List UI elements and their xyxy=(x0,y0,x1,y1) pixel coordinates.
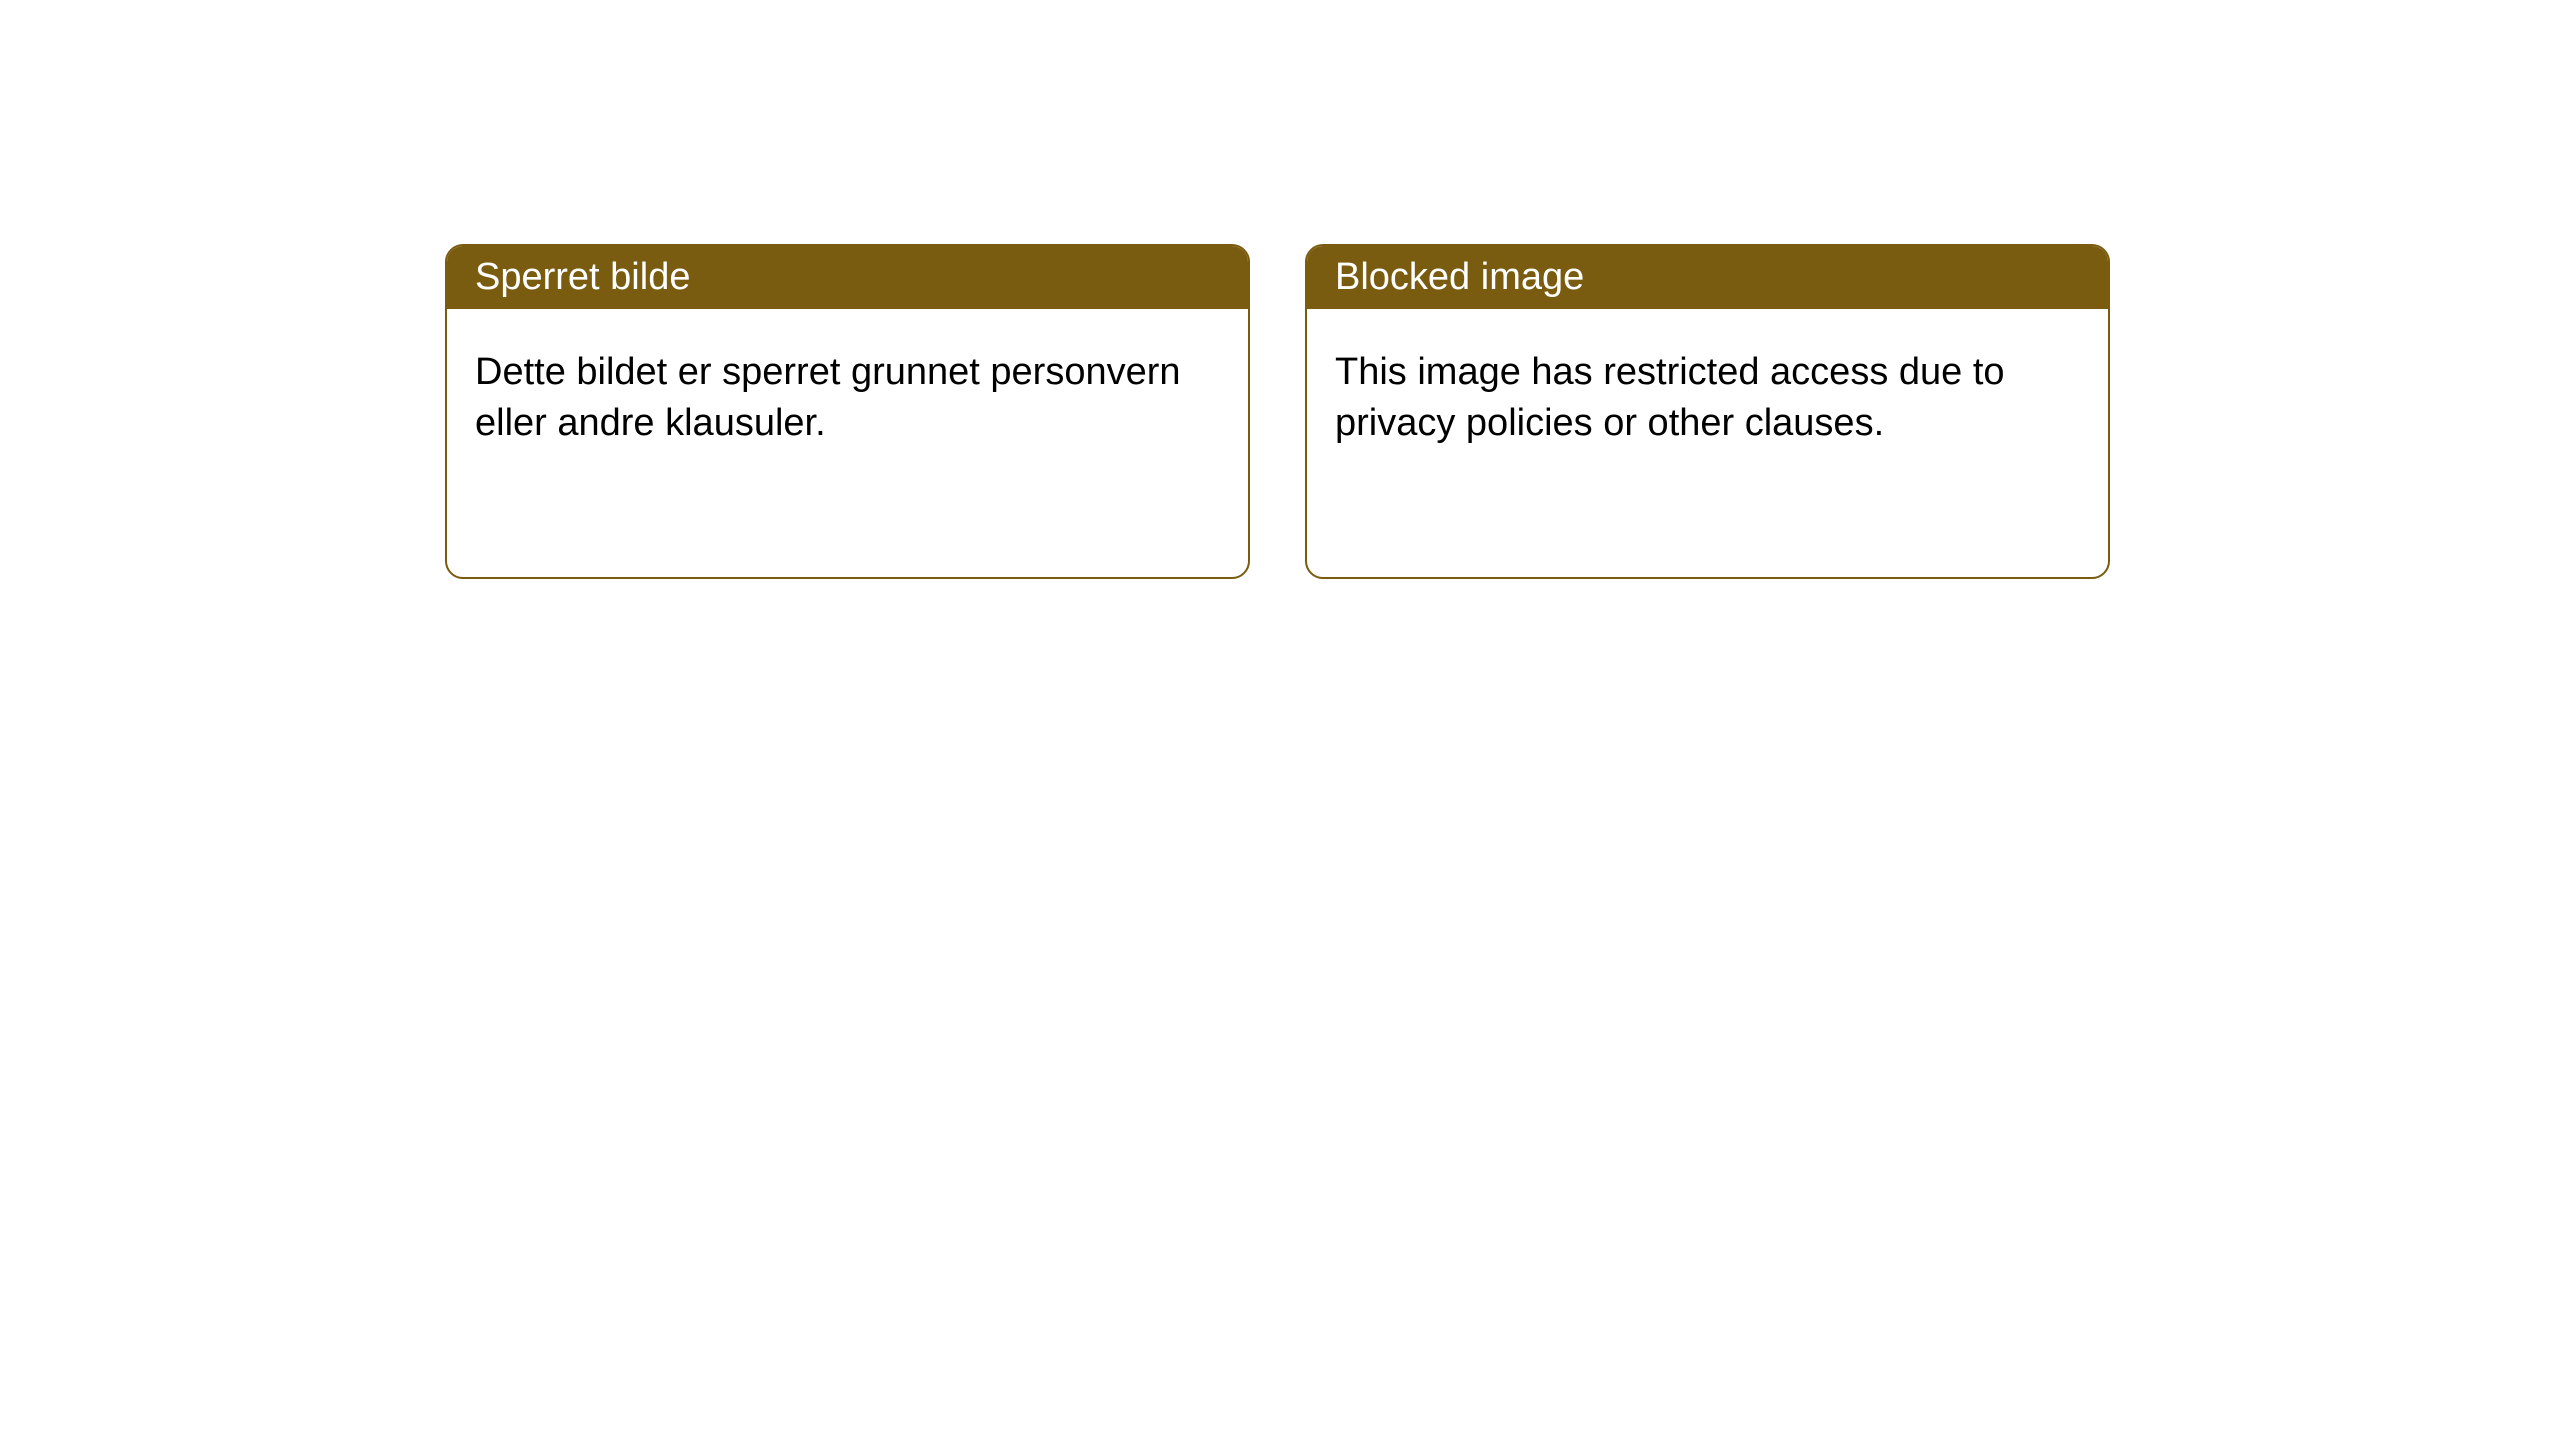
notice-container: Sperret bilde Dette bildet er sperret gr… xyxy=(0,0,2560,579)
notice-box-norwegian: Sperret bilde Dette bildet er sperret gr… xyxy=(445,244,1250,579)
notice-body-english: This image has restricted access due to … xyxy=(1307,309,2108,488)
notice-body-norwegian: Dette bildet er sperret grunnet personve… xyxy=(447,309,1248,488)
notice-box-english: Blocked image This image has restricted … xyxy=(1305,244,2110,579)
notice-title-english: Blocked image xyxy=(1307,246,2108,309)
notice-title-norwegian: Sperret bilde xyxy=(447,246,1248,309)
